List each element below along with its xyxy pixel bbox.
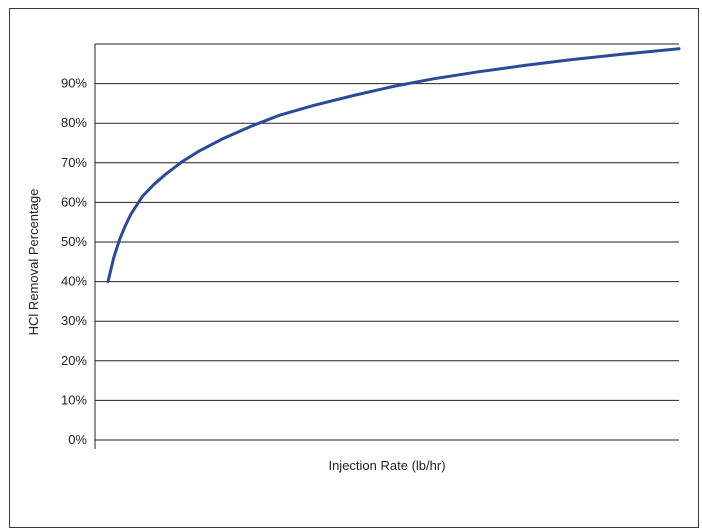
y-tick-labels: 0% 10% 20% 30% 40% 50% 60% 70% 80% 90% [61, 76, 87, 447]
y-tick-label: 20% [61, 353, 87, 368]
y-tick-label: 60% [61, 194, 87, 209]
y-tick-label: 40% [61, 274, 87, 289]
line-chart: 0% 10% 20% 30% 40% 50% 60% 70% 80% 90% Injection … [26, 43, 681, 473]
x-axis-label: Injection Rate (lb/hr) [328, 458, 445, 473]
y-tick-label: 30% [61, 313, 87, 328]
y-tick-label: 10% [61, 392, 87, 407]
y-axis-label: HCl Removal Percentage [26, 189, 41, 336]
gridlines [95, 43, 679, 441]
y-tick-label: 50% [61, 234, 87, 249]
y-tick-label: 0% [68, 432, 87, 447]
y-tick-label: 90% [61, 76, 87, 91]
y-tick-label: 70% [61, 155, 87, 170]
y-tick-label: 80% [61, 115, 87, 130]
series-line [106, 47, 681, 284]
